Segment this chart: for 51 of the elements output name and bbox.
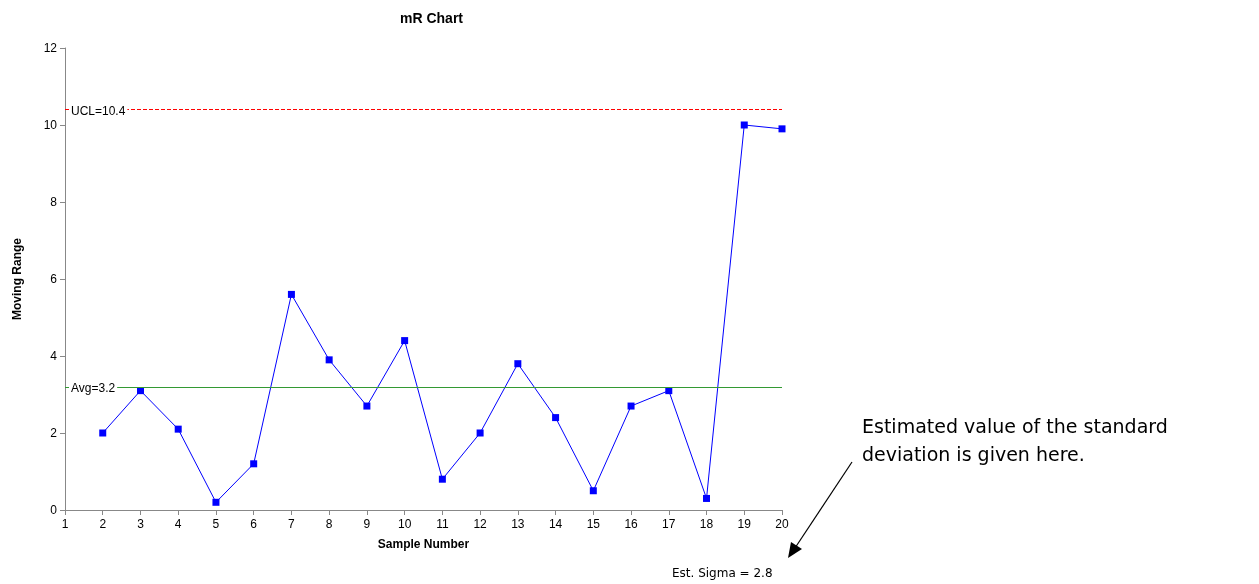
y-axis-title: Moving Range	[10, 237, 24, 321]
y-tick-label: 4	[50, 349, 58, 363]
point	[212, 498, 220, 506]
x-tick-label: 10	[397, 517, 412, 531]
x-tick-label: 12	[473, 517, 488, 531]
point	[250, 460, 258, 468]
x-tick-label: 14	[548, 517, 563, 531]
x-tick-label: 19	[737, 517, 752, 531]
x-tick-label: 9	[363, 517, 371, 531]
x-tick-label: 15	[586, 517, 601, 531]
x-tick-label: 17	[662, 517, 676, 531]
x-tick-label: 3	[137, 517, 145, 531]
x-tick-label: 18	[699, 517, 714, 531]
y-tick-label: 6	[50, 272, 58, 286]
y-tick-label: 0	[50, 503, 58, 517]
point	[552, 414, 560, 422]
x-tick-label: 2	[99, 517, 107, 531]
x-tick-label: 8	[325, 517, 333, 531]
point	[778, 125, 786, 133]
point	[703, 494, 711, 502]
y-tick-label: 12	[43, 41, 58, 55]
ref-line-label: UCL=10.4	[71, 103, 126, 118]
point	[627, 402, 635, 410]
x-tick-label: 16	[624, 517, 639, 531]
point	[514, 360, 522, 368]
point	[174, 425, 182, 433]
point	[438, 475, 446, 483]
point	[363, 402, 371, 410]
y-tick-label: 10	[43, 118, 58, 132]
x-tick-label: 4	[174, 517, 182, 531]
point	[589, 487, 597, 495]
chart-title: mR Chart	[400, 10, 464, 26]
text: Estimated value of the standard deviation is given here.	[862, 414, 1169, 467]
x-tick-label: 7	[288, 517, 296, 531]
point	[476, 429, 484, 437]
ref-line-label: Avg=3.2	[71, 380, 116, 395]
point	[401, 337, 409, 345]
x-tick-label: 6	[250, 517, 258, 531]
point	[287, 290, 295, 298]
y-tick-label: 8	[50, 195, 58, 209]
point	[740, 121, 748, 129]
point	[99, 429, 107, 437]
x-tick-label: 1	[61, 517, 69, 531]
text: Est. Sigma = 2.8	[672, 566, 773, 580]
x-tick-label: 13	[511, 517, 525, 531]
y-tick-label: 2	[50, 426, 58, 440]
x-tick-label: 5	[212, 517, 220, 531]
point	[325, 356, 333, 364]
x-tick-label: 11	[436, 517, 449, 531]
x-tick-label: 20	[775, 517, 789, 531]
x-axis-title: Sample Number	[377, 537, 470, 551]
